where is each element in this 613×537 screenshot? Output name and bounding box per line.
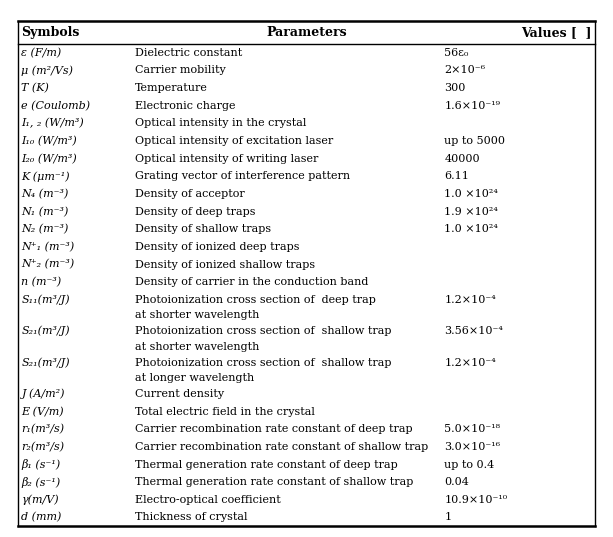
Text: I₂₀ (W/m³): I₂₀ (W/m³) bbox=[21, 154, 77, 164]
Text: I₁₀ (W/m³): I₁₀ (W/m³) bbox=[21, 136, 77, 146]
Text: 300: 300 bbox=[444, 83, 466, 93]
Text: N⁺₂ (m⁻³): N⁺₂ (m⁻³) bbox=[21, 259, 75, 270]
Text: Density of ionized deep traps: Density of ionized deep traps bbox=[135, 242, 299, 252]
Text: Optical intensity of writing laser: Optical intensity of writing laser bbox=[135, 154, 318, 164]
Text: 3.56×10⁻⁴: 3.56×10⁻⁴ bbox=[444, 326, 503, 336]
Text: Density of acceptor: Density of acceptor bbox=[135, 189, 245, 199]
Text: 5.0×10⁻¹⁸: 5.0×10⁻¹⁸ bbox=[444, 424, 500, 434]
Text: up to 5000: up to 5000 bbox=[444, 136, 506, 146]
Text: K (μm⁻¹): K (μm⁻¹) bbox=[21, 171, 70, 182]
Text: N₄ (m⁻³): N₄ (m⁻³) bbox=[21, 189, 69, 199]
Text: T (K): T (K) bbox=[21, 83, 49, 93]
Text: at longer wavelength: at longer wavelength bbox=[135, 373, 254, 383]
Text: N₁ (m⁻³): N₁ (m⁻³) bbox=[21, 206, 69, 217]
Text: 56ε₀: 56ε₀ bbox=[444, 48, 469, 58]
Text: Density of ionized shallow traps: Density of ionized shallow traps bbox=[135, 259, 315, 270]
Text: 1.0 ×10²⁴: 1.0 ×10²⁴ bbox=[444, 224, 498, 234]
Text: Grating vector of interference pattern: Grating vector of interference pattern bbox=[135, 171, 350, 182]
Text: μ (m²/Vs): μ (m²/Vs) bbox=[21, 65, 74, 76]
Text: J (A/m²): J (A/m²) bbox=[21, 389, 65, 399]
Text: 1.2×10⁻⁴: 1.2×10⁻⁴ bbox=[444, 295, 496, 305]
Text: up to 0.4: up to 0.4 bbox=[444, 460, 495, 469]
Text: r₁(m³/s): r₁(m³/s) bbox=[21, 424, 64, 434]
Text: e (Coulomb): e (Coulomb) bbox=[21, 100, 91, 111]
Text: Temperature: Temperature bbox=[135, 83, 208, 93]
Text: at shorter wavelength: at shorter wavelength bbox=[135, 310, 259, 321]
Text: 2×10⁻⁶: 2×10⁻⁶ bbox=[444, 66, 485, 76]
Text: Electronic charge: Electronic charge bbox=[135, 101, 235, 111]
Text: 1.0 ×10²⁴: 1.0 ×10²⁴ bbox=[444, 189, 498, 199]
Text: β₂ (s⁻¹): β₂ (s⁻¹) bbox=[21, 477, 61, 488]
Text: Current density: Current density bbox=[135, 389, 224, 399]
Text: Thickness of crystal: Thickness of crystal bbox=[135, 512, 248, 523]
Text: Dielectric constant: Dielectric constant bbox=[135, 48, 242, 58]
Text: Density of carrier in the conduction band: Density of carrier in the conduction ban… bbox=[135, 277, 368, 287]
Text: Thermal generation rate constant of deep trap: Thermal generation rate constant of deep… bbox=[135, 460, 398, 469]
Text: 10.9×10⁻¹⁰: 10.9×10⁻¹⁰ bbox=[444, 495, 508, 505]
Text: I₁, ₂ (W/m³): I₁, ₂ (W/m³) bbox=[21, 118, 84, 128]
Text: d (mm): d (mm) bbox=[21, 512, 62, 523]
Text: ε (F/m): ε (F/m) bbox=[21, 48, 62, 58]
Text: Values [  ]: Values [ ] bbox=[521, 26, 592, 39]
Text: Carrier recombination rate constant of deep trap: Carrier recombination rate constant of d… bbox=[135, 424, 413, 434]
Text: Total electric field in the crystal: Total electric field in the crystal bbox=[135, 407, 314, 417]
Text: 1.9 ×10²⁴: 1.9 ×10²⁴ bbox=[444, 207, 498, 216]
Text: r₂(m³/s): r₂(m³/s) bbox=[21, 442, 64, 452]
Text: Parameters: Parameters bbox=[266, 26, 347, 39]
Text: 1.2×10⁻⁴: 1.2×10⁻⁴ bbox=[444, 358, 496, 368]
Text: E (V/m): E (V/m) bbox=[21, 407, 64, 417]
Text: S₂₁(m³/J): S₂₁(m³/J) bbox=[21, 326, 70, 337]
Text: 40000: 40000 bbox=[444, 154, 480, 164]
Text: 6.11: 6.11 bbox=[444, 171, 470, 182]
Text: Electro-optical coefficient: Electro-optical coefficient bbox=[135, 495, 281, 505]
Text: Optical intensity of excitation laser: Optical intensity of excitation laser bbox=[135, 136, 333, 146]
Text: γ(m/V): γ(m/V) bbox=[21, 495, 59, 505]
Text: 1: 1 bbox=[444, 512, 452, 523]
Text: S₁₁(m³/J): S₁₁(m³/J) bbox=[21, 294, 70, 305]
Text: 3.0×10⁻¹⁶: 3.0×10⁻¹⁶ bbox=[444, 442, 501, 452]
Text: Photoionization cross section of  shallow trap: Photoionization cross section of shallow… bbox=[135, 358, 391, 368]
Text: 0.04: 0.04 bbox=[444, 477, 470, 487]
Text: Thermal generation rate constant of shallow trap: Thermal generation rate constant of shal… bbox=[135, 477, 413, 487]
Text: at shorter wavelength: at shorter wavelength bbox=[135, 342, 259, 352]
Text: Carrier mobility: Carrier mobility bbox=[135, 66, 226, 76]
Text: N⁺₁ (m⁻³): N⁺₁ (m⁻³) bbox=[21, 242, 75, 252]
Text: Density of shallow traps: Density of shallow traps bbox=[135, 224, 271, 234]
Text: N₂ (m⁻³): N₂ (m⁻³) bbox=[21, 224, 69, 234]
Text: 1.6×10⁻¹⁹: 1.6×10⁻¹⁹ bbox=[444, 101, 500, 111]
Text: Symbols: Symbols bbox=[21, 26, 80, 39]
Text: S₂₁(m³/J): S₂₁(m³/J) bbox=[21, 357, 70, 368]
Text: β₁ (s⁻¹): β₁ (s⁻¹) bbox=[21, 459, 61, 470]
Text: Density of deep traps: Density of deep traps bbox=[135, 207, 256, 216]
Text: Photoionization cross section of  deep trap: Photoionization cross section of deep tr… bbox=[135, 295, 376, 305]
Text: Carrier recombination rate constant of shallow trap: Carrier recombination rate constant of s… bbox=[135, 442, 428, 452]
Text: Photoionization cross section of  shallow trap: Photoionization cross section of shallow… bbox=[135, 326, 391, 336]
Text: n (m⁻³): n (m⁻³) bbox=[21, 277, 62, 287]
Text: Optical intensity in the crystal: Optical intensity in the crystal bbox=[135, 118, 306, 128]
